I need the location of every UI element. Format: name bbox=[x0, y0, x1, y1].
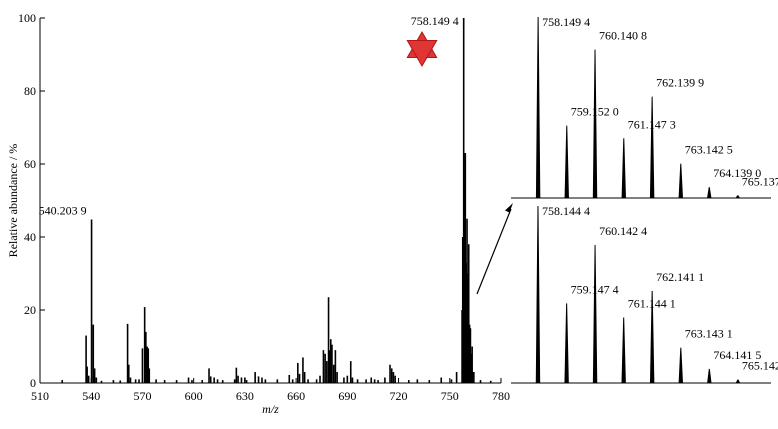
inset-peak bbox=[535, 206, 541, 383]
inset-peak-label: 762.141 1 bbox=[656, 270, 704, 284]
y-tick-label: 0 bbox=[30, 376, 36, 390]
x-axis-label: m/z bbox=[262, 402, 279, 416]
x-tick-label: 780 bbox=[492, 389, 510, 403]
y-tick-label: 20 bbox=[24, 303, 36, 317]
x-tick-label: 570 bbox=[133, 389, 151, 403]
x-tick-label: 540 bbox=[82, 389, 100, 403]
inset-peak bbox=[564, 303, 569, 383]
inset-peak-label: 765.142 4 bbox=[742, 358, 778, 372]
inset-peak bbox=[678, 347, 684, 383]
inset-peak bbox=[592, 49, 598, 198]
arrow-head bbox=[505, 203, 513, 213]
inset-peak bbox=[564, 125, 569, 198]
y-tick-label: 60 bbox=[24, 157, 36, 171]
y-tick-label: 100 bbox=[18, 11, 36, 25]
x-tick-label: 690 bbox=[338, 389, 356, 403]
inset-peak bbox=[707, 187, 712, 198]
inset-peak-label: 765.137 5 bbox=[742, 174, 778, 188]
x-tick-label: 510 bbox=[31, 389, 49, 403]
y-axis-label: Relative abundance / % bbox=[6, 144, 20, 258]
inset-peak bbox=[621, 317, 626, 383]
peak-label: 540.203 9 bbox=[39, 203, 87, 217]
x-tick-label: 600 bbox=[185, 389, 203, 403]
x-tick-label: 720 bbox=[390, 389, 408, 403]
inset-peak bbox=[735, 379, 741, 383]
inset-peak-label: 760.142 4 bbox=[599, 224, 647, 238]
main-peaks bbox=[61, 18, 492, 383]
inset-peak-label: 762.139 9 bbox=[656, 76, 704, 90]
inset-peak bbox=[535, 17, 541, 198]
inset-peak bbox=[592, 244, 598, 383]
inset-peak bbox=[649, 96, 655, 198]
inset-peak bbox=[678, 163, 683, 198]
inset-peak bbox=[621, 138, 626, 198]
star-icon bbox=[406, 30, 438, 68]
arrow-shaft bbox=[476, 208, 512, 295]
inset-peak-label: 764.139 0 bbox=[713, 166, 761, 180]
zoom-arrow bbox=[476, 203, 513, 295]
main-peak-labels: 540.203 9 758.149 4 bbox=[39, 14, 459, 217]
inset-peak bbox=[735, 195, 740, 198]
peak-label: 758.149 4 bbox=[411, 14, 459, 28]
x-tick-label: 750 bbox=[441, 389, 459, 403]
inset-peak bbox=[649, 290, 655, 383]
inset-peak-label: 758.144 4 bbox=[542, 204, 590, 218]
x-tick-label: 660 bbox=[287, 389, 305, 403]
inset-peak-label: 763.142 5 bbox=[685, 143, 733, 157]
inset-peak-label: 764.141 5 bbox=[713, 348, 761, 362]
y-tick-label: 80 bbox=[24, 84, 36, 98]
inset-peak-label: 758.149 4 bbox=[542, 15, 590, 29]
x-tick-label: 630 bbox=[236, 389, 254, 403]
main-axes: 0 20 40 60 80 100 510 540 570 600 630 660 690 720 750 7… bbox=[6, 11, 510, 416]
inset-peak-label: 763.143 1 bbox=[685, 327, 733, 341]
inset-peak-label: 760.140 8 bbox=[599, 29, 647, 43]
inset-peak bbox=[707, 368, 712, 383]
y-tick-label: 40 bbox=[24, 230, 36, 244]
star-triangle-down bbox=[406, 40, 438, 68]
